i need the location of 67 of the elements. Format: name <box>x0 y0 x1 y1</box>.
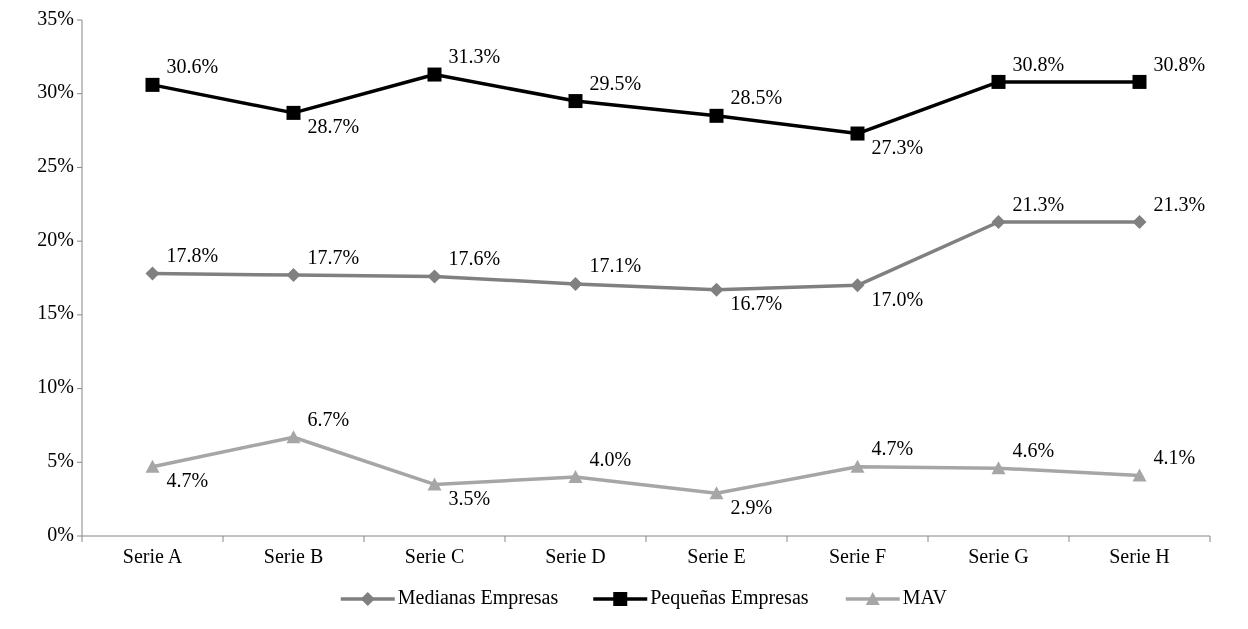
data-label: 2.9% <box>730 495 773 518</box>
x-tick-label: Serie D <box>545 545 606 567</box>
y-tick-label: 20% <box>37 227 74 250</box>
x-tick-label: Serie C <box>404 545 465 567</box>
data-label: 28.5% <box>730 86 783 109</box>
point <box>991 461 1006 475</box>
point <box>709 486 724 500</box>
data-label: 6.7% <box>307 407 350 430</box>
data-label: 21.3% <box>1153 192 1206 215</box>
data-label: 4.7% <box>166 469 209 492</box>
point <box>427 477 442 491</box>
data-label: 30.8% <box>1153 52 1206 75</box>
x-tick-label: Serie B <box>263 545 324 567</box>
data-label: 17.6% <box>448 247 501 270</box>
data-label: 28.7% <box>307 115 360 138</box>
y-tick-label: 0% <box>47 522 74 545</box>
point <box>850 459 865 473</box>
legend-label: Medianas Empresas <box>397 585 559 609</box>
data-label: 4.0% <box>589 447 632 470</box>
data-label: 3.5% <box>448 486 491 509</box>
data-label: 4.1% <box>1153 446 1196 469</box>
point <box>850 126 865 141</box>
data-label: 30.8% <box>1012 52 1065 75</box>
x-tick-label: Serie E <box>687 545 746 567</box>
point <box>286 430 301 444</box>
legend-label: MAV <box>902 585 948 608</box>
y-tick-label: 35% <box>37 6 74 29</box>
data-label: 21.3% <box>1012 192 1065 215</box>
point <box>286 105 301 120</box>
y-tick-label: 30% <box>37 80 74 103</box>
data-label: 17.8% <box>166 244 219 267</box>
data-label: 29.5% <box>589 71 642 94</box>
point <box>145 77 160 92</box>
data-label: 17.1% <box>589 254 642 277</box>
point <box>145 459 160 473</box>
point <box>850 278 865 293</box>
x-tick-label: Serie G <box>968 545 1029 567</box>
y-tick-label: 15% <box>37 301 74 324</box>
point <box>1132 214 1147 229</box>
x-tick-label: Serie A <box>122 545 183 567</box>
x-tick-label: Serie F <box>828 545 887 567</box>
data-label: 30.6% <box>166 55 219 78</box>
legend-label: Pequeñas Empresas <box>650 585 809 609</box>
point <box>1132 468 1147 482</box>
y-tick-label: 25% <box>37 154 74 177</box>
point <box>991 214 1006 229</box>
point <box>427 67 442 82</box>
data-label: 31.3% <box>448 45 501 68</box>
point <box>427 269 442 284</box>
x-tick-label: Serie H <box>1109 545 1170 567</box>
point <box>145 266 160 281</box>
point <box>991 74 1006 89</box>
y-tick-label: 5% <box>47 448 74 471</box>
point <box>568 94 583 109</box>
point <box>568 470 583 484</box>
data-label: 16.7% <box>730 292 783 315</box>
point <box>568 276 583 291</box>
data-label: 27.3% <box>871 136 924 159</box>
point <box>286 268 301 283</box>
point <box>709 282 724 297</box>
data-label: 4.7% <box>871 437 914 460</box>
data-label: 4.6% <box>1012 438 1055 461</box>
data-label: 17.7% <box>307 245 360 268</box>
y-tick-label: 10% <box>37 375 74 398</box>
point <box>709 108 724 123</box>
data-label: 17.0% <box>871 287 924 310</box>
point <box>1132 74 1147 89</box>
